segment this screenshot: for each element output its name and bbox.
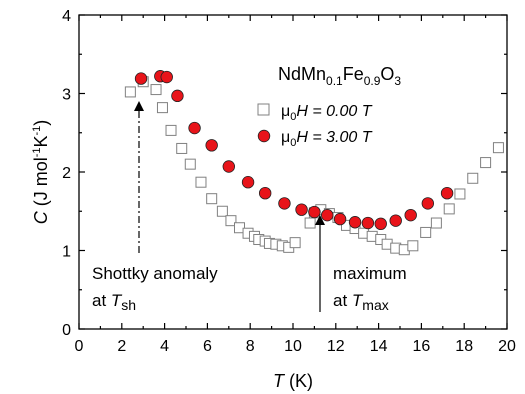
x-axis-title: T (K) <box>273 371 313 391</box>
x-tick-label: 20 <box>498 338 516 355</box>
y-tick-label: 2 <box>62 165 71 182</box>
data-point-3T <box>241 176 255 189</box>
legend-label-0T: μ0H = 0.00 T <box>281 103 373 123</box>
data-point-3T <box>205 139 218 152</box>
x-tick-label: 18 <box>455 338 473 355</box>
data-point-0T <box>492 142 504 154</box>
data-point-3T <box>188 121 201 135</box>
y-tick-label: 3 <box>62 87 71 104</box>
data-point-0T <box>156 102 168 114</box>
data-point-0T <box>480 157 492 169</box>
y-tick-label: 4 <box>62 8 71 25</box>
x-tick-label: 8 <box>246 338 255 355</box>
series-3T-points <box>134 70 454 231</box>
y-tick-label: 1 <box>62 244 71 261</box>
x-tick-label: 14 <box>370 338 388 355</box>
y-tick-label: 0 <box>62 322 71 339</box>
data-point-0T <box>184 158 196 170</box>
data-point-0T <box>443 203 455 215</box>
data-point-0T <box>195 176 207 188</box>
data-point-0T <box>454 188 466 200</box>
data-point-0T <box>407 240 419 252</box>
data-point-0T <box>206 193 218 205</box>
data-point-0T <box>289 237 301 249</box>
x-tick-label: 6 <box>203 338 212 355</box>
data-point-3T <box>278 197 291 210</box>
x-tick-label: 16 <box>413 338 431 355</box>
data-point-3T <box>295 203 308 216</box>
data-point-3T <box>160 70 173 84</box>
x-tick-label: 4 <box>160 338 169 355</box>
data-point-0T <box>176 142 188 154</box>
maximum-annotation-line2: at Tmax <box>333 291 389 313</box>
legend-marker-open-square <box>257 103 270 116</box>
data-point-3T <box>134 72 148 85</box>
y-tick-labels: 0 1 2 3 4 <box>62 8 71 339</box>
x-tick-label: 2 <box>117 338 126 355</box>
x-tick-label: 12 <box>327 338 345 355</box>
legend-marker-filled-circle <box>257 129 271 143</box>
data-point-0T <box>430 217 442 229</box>
data-point-0T <box>225 215 237 227</box>
data-point-3T <box>321 208 334 222</box>
data-point-3T <box>308 205 321 219</box>
data-point-3T <box>361 216 375 230</box>
shottky-annotation-line1: Shottky anomaly <box>92 264 218 283</box>
legend-label-3T: μ0H = 3.00 T <box>281 129 373 149</box>
maximum-annotation-line1: maximum <box>333 264 407 283</box>
x-tick-labels: 0 2 4 6 8 10 12 14 16 18 20 <box>75 338 516 355</box>
data-point-0T <box>304 217 316 229</box>
data-point-3T <box>333 212 347 226</box>
data-point-3T <box>222 160 236 173</box>
data-point-3T <box>389 214 402 227</box>
axis-ticks <box>78 14 508 330</box>
data-point-3T <box>440 186 454 200</box>
data-point-3T <box>421 197 435 210</box>
data-point-0T <box>420 226 432 238</box>
x-tick-label: 0 <box>75 338 84 355</box>
shottky-annotation-line2: at Tsh <box>92 291 136 313</box>
data-point-0T <box>467 172 479 184</box>
data-point-3T <box>374 217 387 231</box>
x-tick-label: 10 <box>284 338 302 355</box>
compound-label: NdMn0.1Fe0.9O3 <box>278 64 401 88</box>
data-point-0T <box>150 84 162 96</box>
data-point-0T <box>216 205 228 217</box>
data-point-0T <box>165 124 177 136</box>
data-point-3T <box>171 89 184 103</box>
legend: μ0H = 0.00 T μ0H = 3.00 T <box>257 103 373 149</box>
data-point-3T <box>404 208 417 222</box>
y-axis-title: C (J mol-1K-1) <box>31 120 51 225</box>
data-point-3T <box>348 216 362 229</box>
data-point-0T <box>124 86 136 98</box>
data-point-3T <box>258 186 272 200</box>
